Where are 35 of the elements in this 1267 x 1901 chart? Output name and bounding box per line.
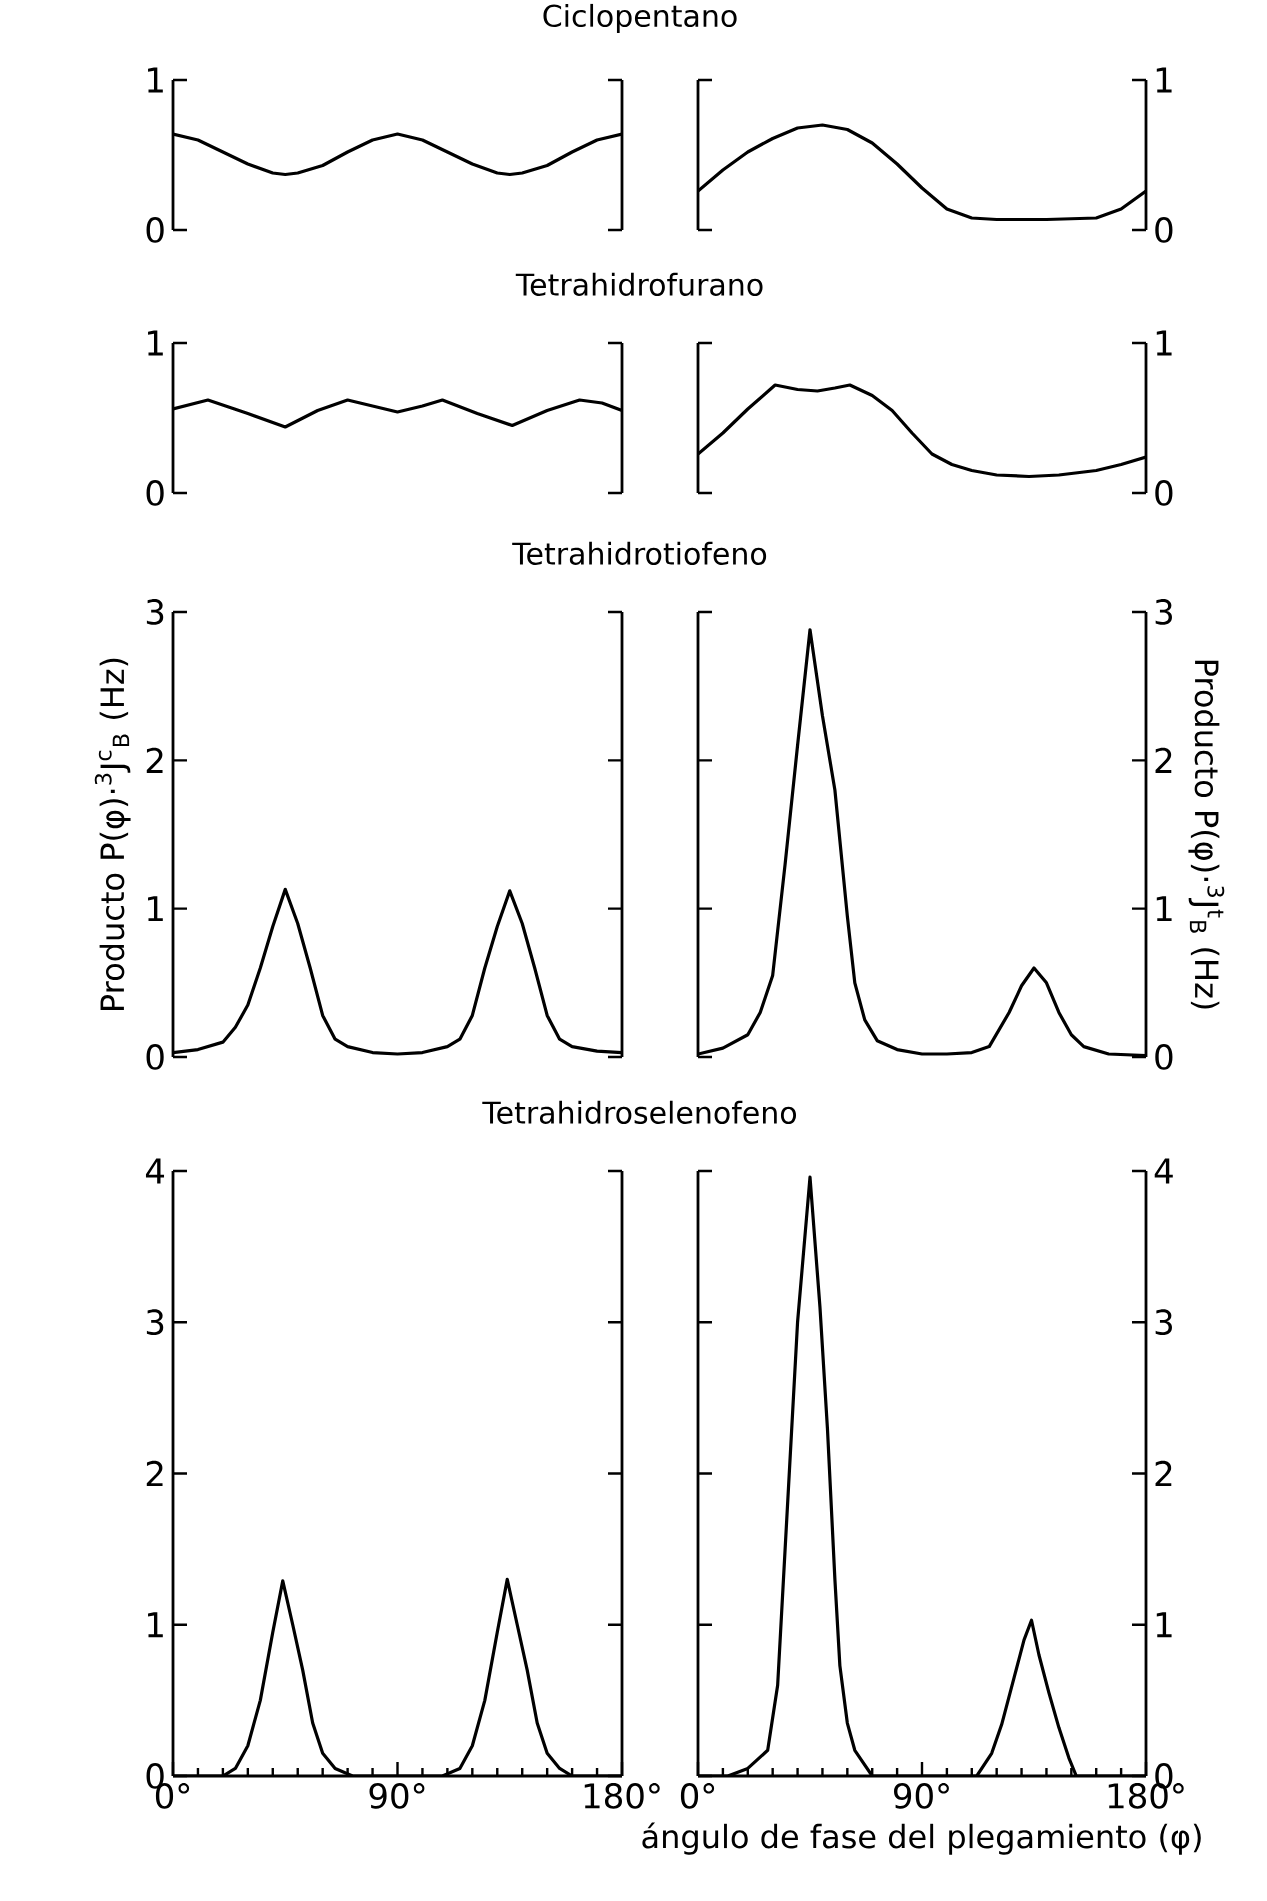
y-tick-label: 2	[146, 1460, 163, 1487]
y-tick-label: 1	[1156, 896, 1172, 922]
y-tick-label: 3	[1155, 1309, 1172, 1336]
y-tick-label: 2	[146, 747, 163, 773]
chart-title: Tetrahidrofurano	[515, 272, 763, 296]
y-tick-label: 0	[146, 480, 164, 506]
chart-title: Tetrahidroselenofeno	[482, 1100, 797, 1124]
y-axis-title: Producto P(φ)·$^{3}$J$^{c}$$_{B}$ (Hz)	[94, 658, 131, 1010]
y-tick-label: 1	[1156, 67, 1172, 93]
chart-title: Ciclopentano	[543, 3, 737, 33]
y-tick-label: 1	[148, 896, 163, 922]
x-tick-label: 180°	[584, 1783, 660, 1809]
y-tick-label: 1	[1156, 330, 1172, 356]
y-axis-title: Producto P(φ)·$^{3}$J$^{t}$$_{B}$ (Hz)	[1188, 660, 1225, 1009]
y-tick-label: 3	[146, 599, 164, 625]
y-tick-label: 4	[145, 1158, 165, 1184]
y-tick-label: 1	[148, 1612, 163, 1638]
x-axis-title: ángulo de fase del plegamiento (φ)	[642, 1822, 1201, 1855]
y-tick-label: 0	[1155, 217, 1173, 243]
x-tick-label: 90°	[894, 1783, 949, 1809]
x-tick-label: 0°	[680, 1783, 715, 1809]
y-tick-label: 2	[1155, 747, 1172, 773]
y-tick-label: 1	[148, 330, 163, 356]
y-tick-label: 4	[1154, 1158, 1173, 1184]
y-tick-label: 3	[1155, 599, 1172, 625]
y-tick-label: 0	[1155, 1044, 1173, 1070]
y-tick-label: 1	[1156, 1612, 1172, 1638]
y-tick-label: 1	[148, 67, 163, 93]
y-tick-label: 0	[1155, 480, 1173, 506]
y-tick-label: 2	[1155, 1460, 1172, 1487]
chart-title: Tetrahidrotiofeno	[512, 541, 767, 565]
y-tick-label: 0	[146, 217, 164, 243]
y-tick-label: 0	[146, 1044, 164, 1070]
y-tick-label: 3	[146, 1309, 164, 1336]
x-tick-label: 90°	[369, 1783, 425, 1809]
